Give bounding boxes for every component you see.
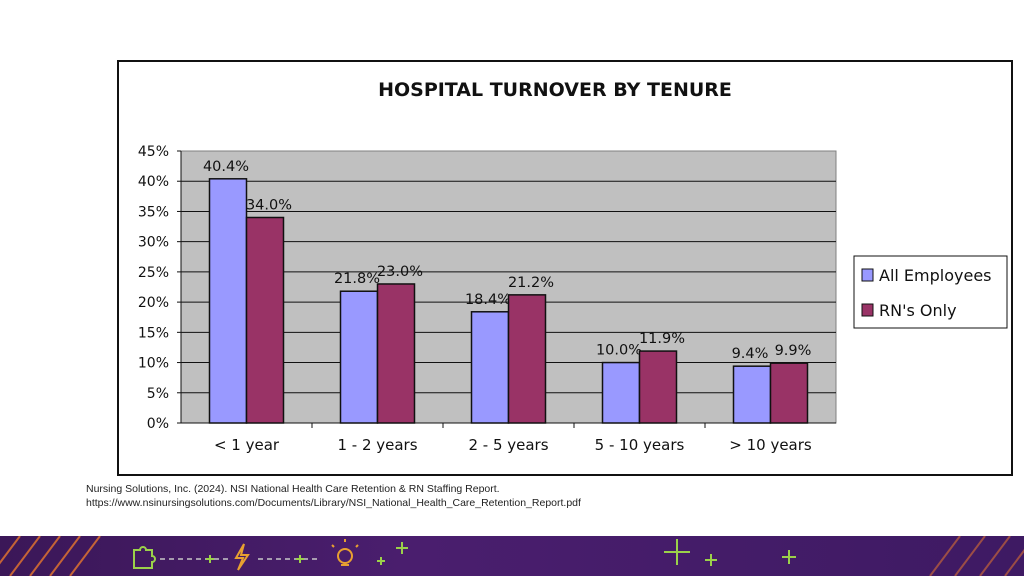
- lightbulb-icon: [331, 539, 359, 566]
- bar: [601, 361, 641, 424]
- bar: [339, 290, 379, 424]
- chart-frame: HOSPITAL TURNOVER BY TENURE 0% 5% 10% 15% 20…: [117, 60, 1013, 476]
- y-tick-label: 40%: [138, 174, 169, 190]
- legend-swatch: [861, 268, 874, 282]
- bar: [638, 350, 678, 424]
- bar: [507, 294, 547, 424]
- bar: [470, 311, 510, 424]
- bar: [376, 283, 416, 424]
- data-label: 23.0%: [377, 264, 423, 280]
- legend-box: [853, 255, 1008, 329]
- y-tick-label: 25%: [138, 265, 169, 281]
- diagonal-stripes: [0, 536, 101, 576]
- x-tick-label: 1 - 2 years: [337, 436, 417, 454]
- y-tick-label: 0%: [147, 416, 169, 432]
- data-label: 40.4%: [203, 159, 249, 175]
- x-tick-label: 5 - 10 years: [595, 436, 685, 454]
- puzzle-icon: [133, 546, 156, 569]
- data-label: 18.4%: [465, 292, 511, 308]
- bar: [208, 178, 248, 424]
- bar: [245, 216, 285, 424]
- y-tick-label: 10%: [138, 356, 169, 372]
- lightning-icon: [234, 543, 250, 571]
- data-label: 10.0%: [596, 343, 642, 359]
- data-label: 9.9%: [775, 343, 812, 359]
- turnover-bar-chart: HOSPITAL TURNOVER BY TENURE 0% 5% 10% 15% 20…: [138, 79, 1008, 454]
- bar: [769, 362, 809, 424]
- y-tick-label: 20%: [138, 295, 169, 311]
- x-tick-label: > 10 years: [729, 436, 812, 454]
- x-tick-label: < 1 year: [214, 436, 280, 454]
- plus-icon: [206, 539, 796, 566]
- y-tick-label: 30%: [138, 235, 169, 251]
- data-label: 21.8%: [334, 271, 380, 287]
- citation-url[interactable]: https://www.nsinursingsolutions.com/Docu…: [86, 497, 581, 509]
- data-label: 9.4%: [732, 346, 769, 362]
- x-tick-label: 2 - 5 years: [468, 436, 548, 454]
- data-label: 11.9%: [639, 331, 685, 347]
- legend-swatch: [861, 303, 874, 317]
- data-label: 21.2%: [508, 275, 554, 291]
- citation-line-1: Nursing Solutions, Inc. (2024). NSI Nati…: [86, 483, 500, 495]
- y-tick-label: 15%: [138, 325, 169, 341]
- chart-title: HOSPITAL TURNOVER BY TENURE: [378, 79, 732, 101]
- diagonal-stripes-right: [929, 536, 1024, 576]
- bar: [732, 365, 772, 424]
- legend-label: RN's Only: [879, 301, 957, 320]
- legend-label: All Employees: [879, 266, 992, 285]
- data-label: 34.0%: [246, 197, 292, 213]
- y-tick-label: 35%: [138, 204, 169, 220]
- footer-decorative-band: [0, 536, 1024, 576]
- y-tick-label: 45%: [138, 144, 169, 160]
- y-tick-label: 5%: [147, 386, 169, 402]
